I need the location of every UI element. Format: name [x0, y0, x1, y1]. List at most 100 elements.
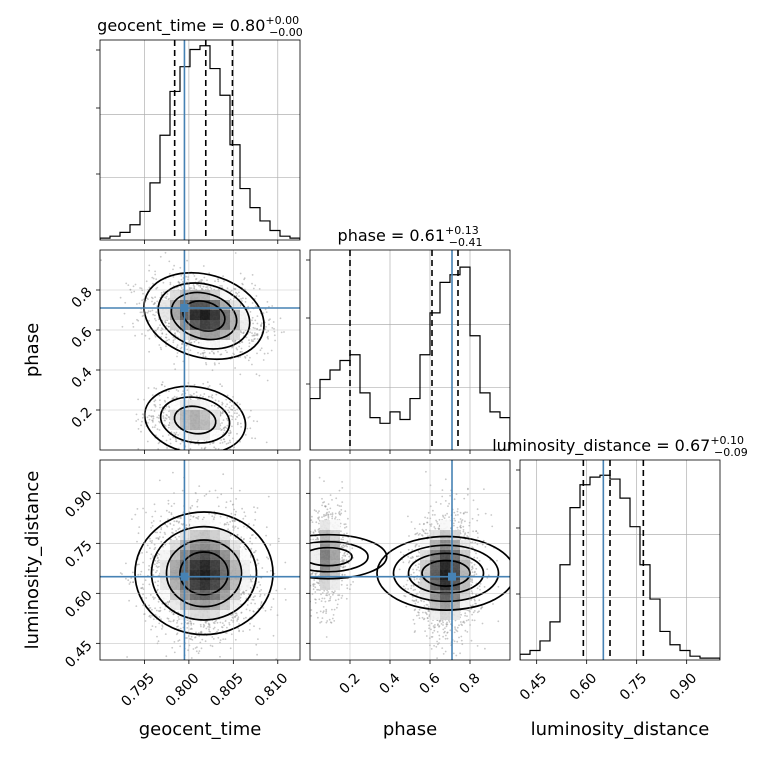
- sample-point: [154, 405, 157, 408]
- sample-point: [193, 340, 196, 343]
- sample-point: [223, 440, 226, 443]
- sample-point: [174, 451, 176, 453]
- histogram-geocent_time: [100, 45, 300, 240]
- sample-point: [195, 631, 197, 634]
- sample-point: [147, 387, 150, 389]
- sample-point: [142, 507, 145, 510]
- sample-point: [212, 621, 215, 624]
- sample-point: [141, 420, 143, 423]
- sample-point: [159, 255, 162, 258]
- sample-point: [136, 563, 139, 566]
- sample-point: [221, 622, 224, 624]
- sample-point: [268, 319, 270, 322]
- sample-point: [140, 424, 143, 427]
- sample-point: [267, 352, 269, 355]
- sample-point: [236, 620, 239, 622]
- sample-point: [164, 321, 167, 324]
- sample-point: [132, 581, 135, 584]
- sample-point: [238, 295, 241, 297]
- sample-point: [131, 518, 133, 520]
- sample-point: [217, 278, 220, 281]
- sample-point: [244, 297, 247, 300]
- sample-point: [234, 252, 237, 254]
- sample-point: [231, 616, 234, 619]
- sample-point: [132, 285, 135, 288]
- sample-point: [171, 456, 173, 458]
- sample-point: [214, 280, 216, 283]
- sample-point: [136, 318, 138, 321]
- sample-point: [221, 402, 224, 405]
- sample-point: [211, 350, 213, 353]
- sample-point: [248, 342, 251, 344]
- sample-point: [151, 297, 154, 300]
- sample-point: [148, 319, 150, 322]
- sample-point: [208, 626, 211, 629]
- sample-point: [215, 393, 218, 396]
- sample-point: [228, 406, 231, 409]
- sample-point: [218, 456, 220, 458]
- sample-point: [206, 381, 209, 384]
- sample-point: [251, 534, 253, 537]
- sample-point: [177, 616, 180, 618]
- sample-point: [137, 398, 140, 401]
- sample-point: [145, 597, 148, 599]
- sample-point: [162, 291, 165, 293]
- sample-point: [176, 622, 178, 624]
- sample-point: [245, 608, 248, 611]
- sample-point: [160, 292, 163, 294]
- sample-point: [176, 520, 179, 523]
- histogram-luminosity_distance: [520, 474, 720, 660]
- sample-point: [265, 311, 268, 313]
- sample-point: [237, 422, 239, 424]
- sample-point: [169, 442, 172, 445]
- density-cell: [230, 330, 240, 340]
- sample-point: [154, 296, 157, 299]
- sample-point: [266, 556, 268, 559]
- density-cell: [190, 320, 200, 330]
- sample-point: [153, 303, 156, 305]
- sample-point: [154, 510, 157, 513]
- sample-point: [205, 622, 207, 624]
- sample-point: [240, 612, 243, 614]
- sample-point: [196, 646, 198, 649]
- sample-point: [169, 283, 172, 286]
- sample-point: [178, 618, 180, 620]
- sample-point: [229, 401, 232, 403]
- sample-point: [185, 637, 187, 639]
- sample-point: [242, 297, 244, 300]
- sample-point: [151, 276, 154, 279]
- sample-point: [202, 382, 205, 385]
- sample-point: [272, 634, 275, 637]
- sample-point: [148, 604, 151, 607]
- sample-point: [277, 540, 280, 543]
- sample-point: [229, 441, 232, 444]
- sample-point: [222, 275, 225, 278]
- sample-point: [168, 322, 171, 325]
- sample-point: [228, 434, 231, 437]
- density-cell: [200, 290, 210, 300]
- sample-point: [125, 562, 127, 565]
- sample-point: [192, 516, 195, 518]
- sample-point: [149, 594, 152, 596]
- sample-point: [246, 604, 249, 606]
- sample-point: [159, 324, 161, 326]
- sample-point: [166, 447, 169, 449]
- sample-point: [132, 322, 134, 325]
- sample-point: [230, 512, 233, 515]
- sample-point: [240, 298, 243, 300]
- sample-point: [244, 515, 247, 517]
- sample-point: [252, 420, 255, 422]
- sample-point: [148, 350, 151, 353]
- sample-point: [146, 297, 148, 300]
- density-cell: [220, 330, 230, 340]
- sample-point: [160, 540, 163, 543]
- sample-point: [254, 437, 257, 440]
- sample-point: [173, 520, 176, 523]
- sample-point: [159, 346, 162, 349]
- sample-point: [161, 624, 164, 627]
- sample-point: [221, 669, 223, 671]
- sample-point: [148, 337, 151, 340]
- sample-point: [229, 647, 232, 650]
- sample-point: [246, 354, 248, 357]
